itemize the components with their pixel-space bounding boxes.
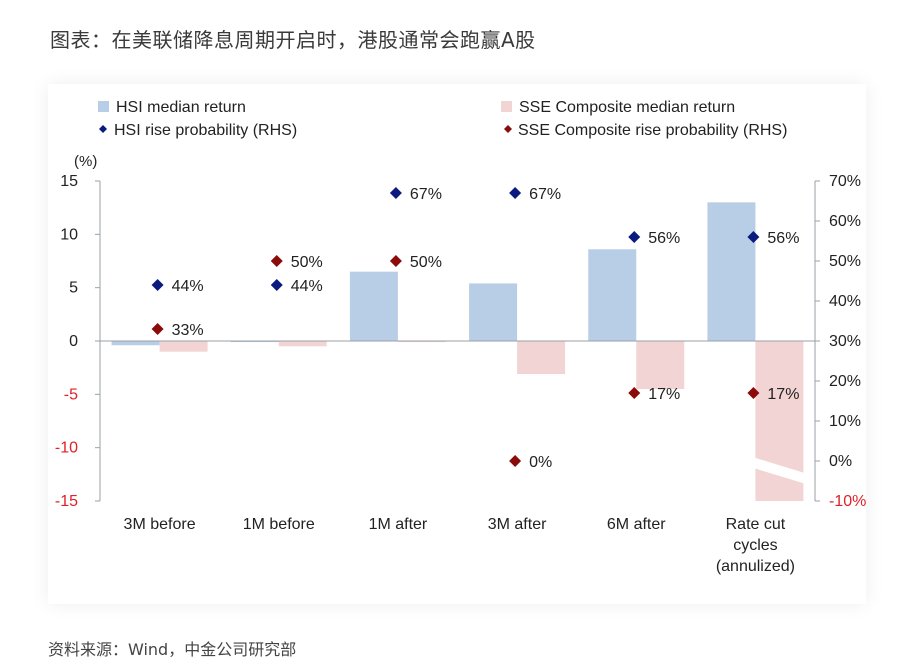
sse-prob-label: 17% xyxy=(767,386,799,403)
bar-hsi-return xyxy=(588,249,637,341)
hsi-prob-marker xyxy=(389,187,402,199)
legend-swatch-sse-marker xyxy=(504,125,512,133)
left-axis-tick-label: -15 xyxy=(55,493,78,510)
right-axis-tick-label: 30% xyxy=(829,333,861,350)
right-axis-tick-label: 40% xyxy=(829,293,861,310)
hsi-prob-marker xyxy=(509,187,522,199)
left-axis-tick-label: 0 xyxy=(69,333,78,350)
bar-hsi-return xyxy=(349,271,398,341)
category-label: 3M before xyxy=(124,516,196,533)
right-axis-tick-label: 20% xyxy=(829,373,861,390)
hsi-prob-marker xyxy=(747,231,760,243)
legend-swatch-hsi-bar xyxy=(98,101,109,112)
bar-hsi-return xyxy=(230,341,279,343)
category-label: 3M after xyxy=(488,516,547,533)
axis-break-mark xyxy=(753,457,806,484)
sse-prob-marker xyxy=(151,323,164,335)
category-label: 6M after xyxy=(607,516,666,533)
hsi-prob-label: 67% xyxy=(529,186,561,203)
bar-sse-return xyxy=(517,341,566,375)
right-axis-tick-label: 50% xyxy=(829,253,861,270)
legend-label-sse-prob: SSE Composite rise probability (RHS) xyxy=(518,122,787,139)
sse-prob-marker xyxy=(509,455,522,467)
legend: HSI median return SSE Composite median r… xyxy=(98,99,787,139)
hsi-prob-label: 56% xyxy=(767,230,799,247)
right-axis-tick-label: -10% xyxy=(829,493,866,510)
left-axis-tick-label: 15 xyxy=(60,173,78,190)
category-label: Rate cut xyxy=(726,516,786,533)
sse-prob-label: 50% xyxy=(291,254,323,271)
hsi-prob-label: 56% xyxy=(648,230,680,247)
bar-sse-return xyxy=(278,341,327,347)
chart-card: HSI median return SSE Composite median r… xyxy=(48,84,866,604)
bar-hsi-return xyxy=(469,283,518,341)
bar-hsi-return xyxy=(707,202,756,341)
sse-prob-label: 0% xyxy=(529,454,552,471)
sse-prob-marker xyxy=(389,255,402,267)
hsi-prob-label: 67% xyxy=(410,186,442,203)
hsi-prob-marker xyxy=(151,279,164,291)
category-label: (annulized) xyxy=(716,558,795,575)
right-axis-tick-label: 60% xyxy=(829,213,861,230)
category-label: 1M after xyxy=(369,516,428,533)
left-axis-tick-label: -5 xyxy=(64,386,78,403)
page-title: 图表：在美联储降息周期开启时，港股通常会跑赢A股 xyxy=(50,28,536,52)
left-axis-unit: (%) xyxy=(74,153,97,170)
sse-prob-label: 17% xyxy=(648,386,680,403)
hsi-prob-marker xyxy=(270,279,283,291)
hsi-prob-marker xyxy=(628,231,641,243)
left-axis-tick-label: 5 xyxy=(69,280,78,297)
plot-area: 15 10 5 0 -5 -10 -15 70% 60% 50% 40% 30% 20% 10% 0% -10… xyxy=(55,173,866,575)
legend-label-sse-return: SSE Composite median return xyxy=(519,99,735,116)
bar-sse-return xyxy=(636,341,685,389)
right-axis-tick-label: 70% xyxy=(829,173,861,190)
bar-sse-return xyxy=(159,341,208,352)
source-note: 资料来源：Wind，中金公司研究部 xyxy=(48,640,297,659)
sse-prob-marker xyxy=(747,387,760,399)
chart-svg: HSI median return SSE Composite median r… xyxy=(55,99,866,575)
legend-swatch-hsi-marker xyxy=(99,125,107,133)
bar-sse-return xyxy=(397,341,446,343)
right-axis-tick-label: 10% xyxy=(829,413,861,430)
sse-prob-label: 33% xyxy=(172,322,204,339)
category-label: cycles xyxy=(733,537,777,554)
sse-prob-label: 50% xyxy=(410,254,442,271)
bar-hsi-return xyxy=(111,341,160,346)
sse-prob-marker xyxy=(628,387,641,399)
legend-label-hsi-prob: HSI rise probability (RHS) xyxy=(114,122,297,139)
legend-label-hsi-return: HSI median return xyxy=(116,99,246,116)
right-axis-tick-label: 0% xyxy=(829,453,852,470)
hsi-prob-label: 44% xyxy=(172,278,204,295)
hsi-prob-label: 44% xyxy=(291,278,323,295)
left-axis-tick-label: 10 xyxy=(60,226,78,243)
left-axis-tick-label: -10 xyxy=(55,440,78,457)
legend-swatch-sse-bar xyxy=(501,101,512,112)
sse-prob-marker xyxy=(270,255,283,267)
category-label: 1M before xyxy=(243,516,315,533)
